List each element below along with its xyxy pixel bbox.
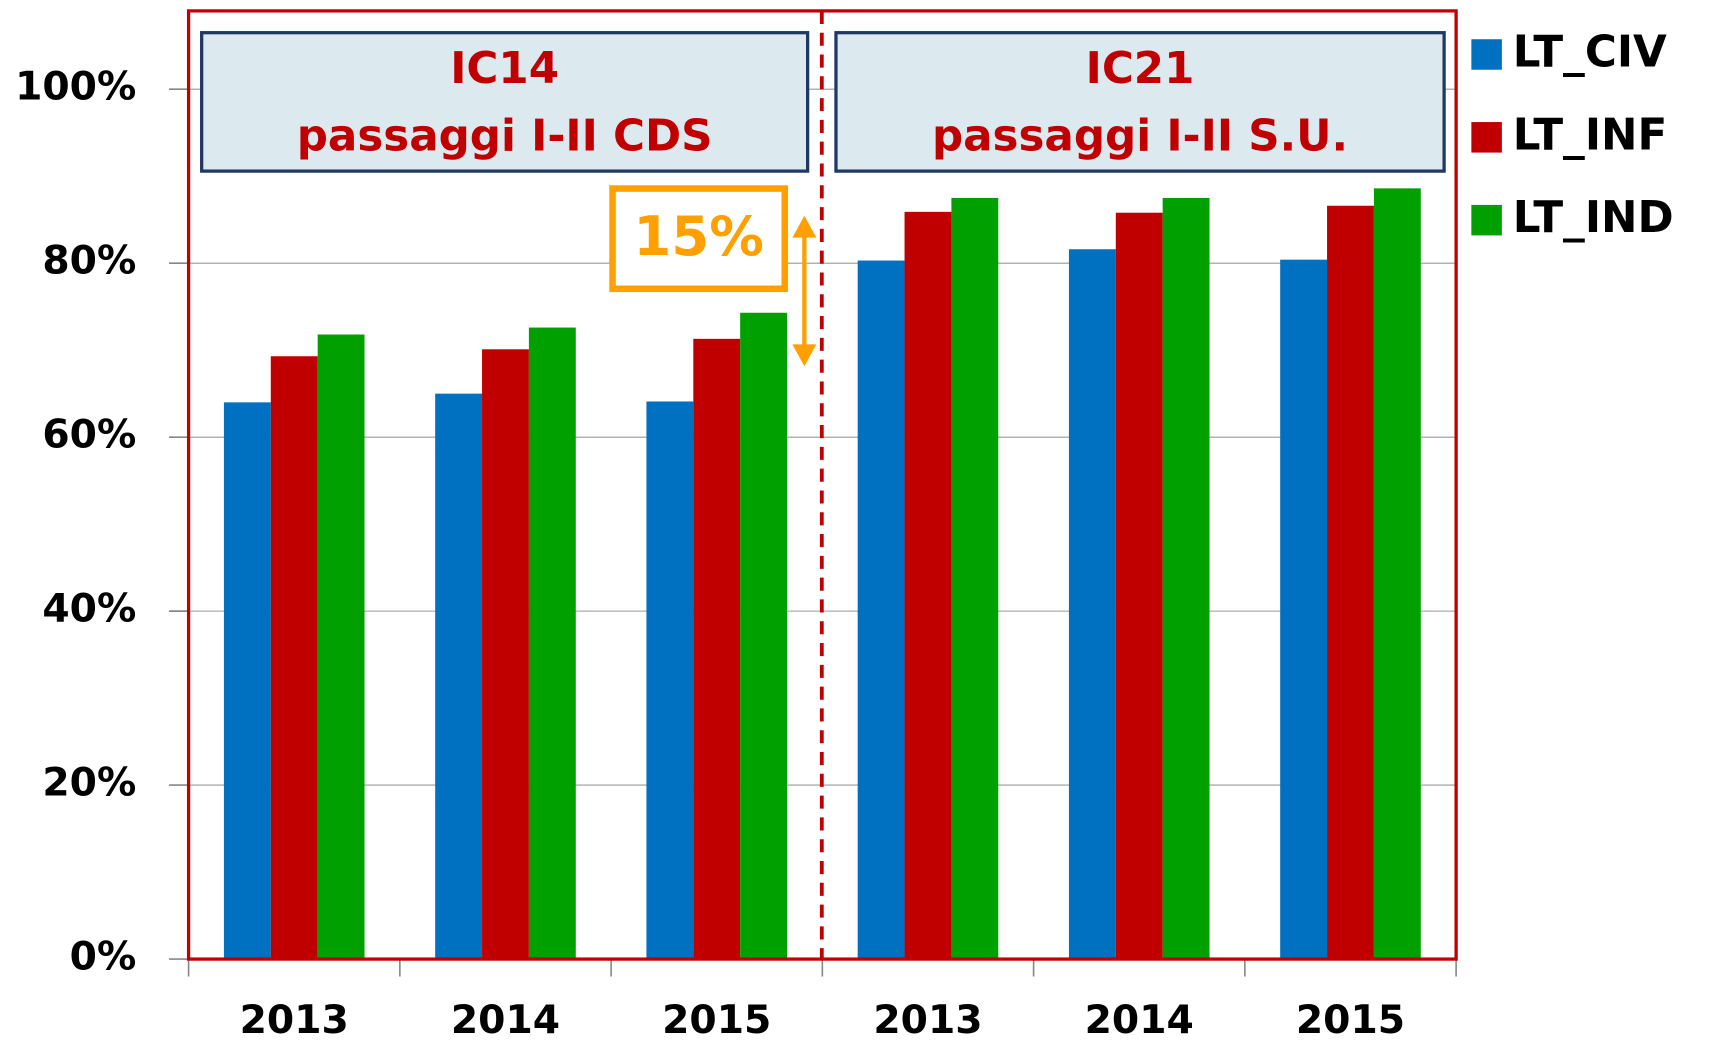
panel-box (200, 31, 810, 173)
x-tick-label: 2015 (1296, 998, 1405, 1043)
legend: LT_CIV LT_INF LT_IND (1471, 27, 1674, 243)
panel-subtitle: passaggi I-II CDS (297, 111, 713, 161)
bar (435, 393, 483, 960)
legend-label: LT_IND (1513, 193, 1674, 243)
x-tick-label: 2014 (1085, 998, 1194, 1043)
legend-swatch (1471, 204, 1502, 236)
panel-subtitle: passaggi I-II S.U. (932, 111, 1348, 161)
double-arrow (792, 215, 817, 367)
bars (223, 188, 1421, 960)
panel-box (834, 31, 1446, 173)
bar (1068, 249, 1116, 960)
bar (1327, 205, 1374, 960)
bar (693, 338, 741, 960)
x-tick-label: 2013 (873, 998, 982, 1043)
x-tick-label: 2014 (451, 998, 560, 1043)
panel-title: IC14 (450, 44, 559, 94)
legend-swatch (1471, 39, 1502, 70)
panel-title: IC21 (1086, 44, 1195, 94)
bar (223, 402, 271, 960)
bar (1162, 197, 1210, 960)
bar (857, 260, 905, 960)
bar (646, 401, 694, 960)
bar (317, 334, 365, 960)
y-tick-label: 0% (70, 935, 137, 980)
y-tick-label: 20% (42, 761, 136, 806)
bar (1373, 188, 1421, 960)
bar (482, 349, 529, 960)
bar (951, 197, 999, 960)
legend-label: LT_CIV (1513, 27, 1667, 77)
bar (528, 327, 576, 960)
y-tick-label: 80% (42, 239, 136, 284)
bar (1115, 212, 1163, 960)
bar (740, 312, 788, 960)
bar (1280, 259, 1328, 960)
y-tick-label: 60% (42, 413, 136, 458)
legend-swatch (1471, 122, 1502, 153)
annotation-text: 15% (633, 204, 763, 268)
annotation-box (609, 185, 789, 293)
x-tick-label: 2013 (240, 998, 349, 1043)
legend-label: LT_INF (1513, 110, 1668, 160)
y-tick-label: 40% (42, 587, 136, 632)
y-tick-label: 100% (15, 65, 136, 110)
bar (904, 211, 952, 960)
x-tick-label: 2015 (662, 998, 771, 1043)
bar (270, 356, 318, 960)
